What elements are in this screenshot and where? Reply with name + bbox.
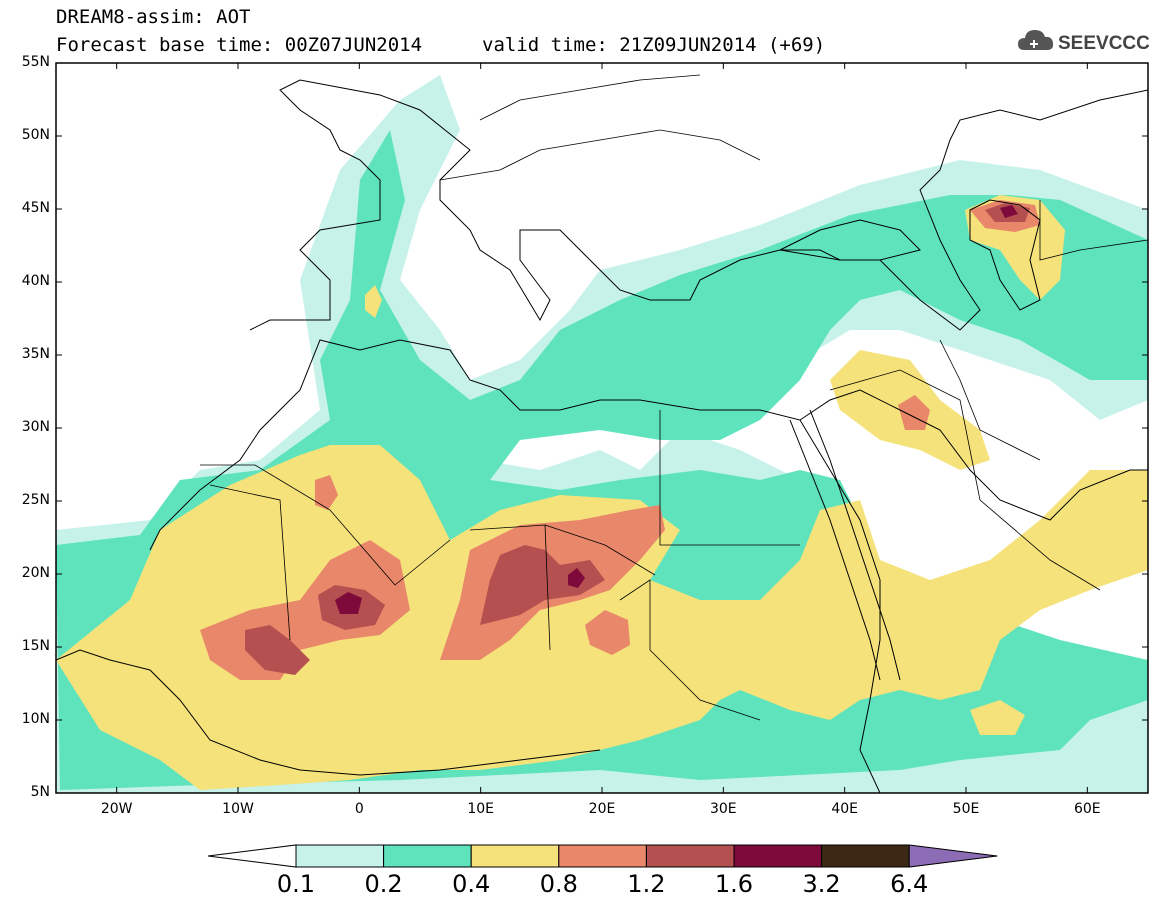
africa-coast — [149, 339, 881, 793]
logo-text: SEEVCCC — [1058, 33, 1150, 54]
lat-label: 30N — [21, 419, 50, 435]
colorbar — [207, 844, 998, 868]
lat-label: 5N — [30, 784, 50, 800]
seevccc-logo: SEEVCCC — [1018, 30, 1150, 54]
border-niger-chad — [469, 524, 551, 651]
border-europe-1 — [439, 129, 761, 181]
lon-label: 10E — [467, 801, 494, 817]
valid-time: valid time: 21Z09JUN2014 (+69) — [482, 34, 826, 56]
colorbar-label: 6.4 — [890, 870, 929, 898]
coastlines — [56, 79, 1148, 793]
red-sea-coast — [789, 419, 881, 681]
red-sea-coast-east — [809, 409, 901, 681]
europe-coast — [249, 79, 1148, 331]
lon-label: 0 — [354, 801, 364, 817]
colorbar-label: 1.6 — [714, 870, 754, 898]
colorbar-label: 0.4 — [452, 870, 491, 898]
lon-label: 10W — [222, 801, 254, 817]
lon-label: 60E — [1073, 801, 1101, 817]
aot-contour-1.2-chad — [480, 545, 605, 625]
lat-label: 55N — [21, 54, 50, 70]
colorbar-label: 0.2 — [364, 870, 403, 898]
colorbar-segment — [383, 844, 472, 868]
colorbar-arrow-low — [207, 844, 297, 868]
cloud-icon — [1018, 30, 1054, 50]
border-iran — [939, 339, 1041, 461]
border-libya-chad — [544, 524, 656, 576]
country-borders — [200, 74, 1148, 721]
lat-label: 15N — [21, 638, 50, 654]
colorbar-label: 1.2 — [627, 870, 666, 898]
colorbar-segment — [733, 844, 823, 868]
lon-label: 50E — [952, 801, 980, 817]
border-saudi — [829, 369, 1101, 591]
lon-label: 20W — [100, 801, 133, 817]
lat-label: 10N — [21, 711, 50, 727]
border-sudan — [619, 579, 761, 721]
colorbar-label: 3.2 — [802, 870, 841, 898]
border-algeria-mali — [200, 464, 451, 586]
lat-label: 45N — [21, 200, 50, 216]
aot-contour-0.8-sudan — [585, 610, 630, 655]
aot-field — [56, 63, 1148, 793]
west-africa-coast — [56, 649, 601, 776]
border-europe-2 — [479, 74, 701, 121]
colorbar-segment — [558, 844, 647, 868]
lat-label: 35N — [21, 346, 50, 362]
forecast-base-time: Forecast base time: 00Z07JUN2014 — [56, 34, 423, 56]
lon-label: 40E — [831, 801, 858, 817]
axis-ticks — [56, 62, 1148, 794]
lat-label: 20N — [21, 565, 50, 581]
colorbar-segment — [821, 844, 910, 868]
colorbar-segment — [295, 844, 385, 868]
colorbar-arrow-high — [908, 844, 998, 868]
aot-contour-0.4-iberia — [365, 285, 382, 318]
colorbar-label: 0.1 — [276, 870, 316, 898]
chart-title: DREAM8-assim: AOT — [56, 6, 251, 28]
aot-contour-0.8-mali — [315, 475, 338, 510]
lat-label: 40N — [21, 273, 50, 289]
border-libya-egypt — [659, 410, 800, 546]
lon-label: 20E — [588, 801, 616, 817]
aot-contour-1.6-chad — [568, 568, 585, 588]
colorbar-segment — [470, 844, 560, 868]
caspian-coast — [969, 199, 1041, 311]
colorbar-label: 0.8 — [539, 870, 578, 898]
aot-contour-1.6 — [335, 592, 362, 614]
aot-contour-1.2 — [245, 625, 310, 675]
aot-contour-0.4-horn — [970, 700, 1025, 735]
border-kazakh — [1039, 200, 1148, 261]
lat-label: 25N — [21, 492, 50, 508]
border-mauritania — [209, 484, 291, 641]
arabia-coast — [799, 389, 1148, 521]
aot-contour-1.6-caspian — [1000, 205, 1018, 218]
colorbar-segment — [645, 844, 735, 868]
black-sea-coast — [778, 219, 921, 261]
lon-label: 30E — [709, 801, 737, 817]
lat-label: 50N — [21, 127, 50, 143]
